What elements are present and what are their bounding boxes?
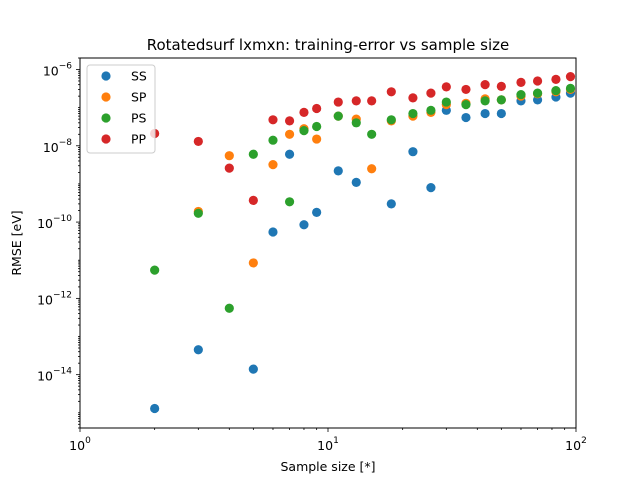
point-ss-9 (386, 199, 396, 209)
point-ss-15 (496, 108, 506, 119)
point-pp-18 (516, 77, 526, 87)
point-ss-14 (480, 108, 490, 119)
legend-marker-ss (101, 71, 111, 81)
y-tick-label-3: 10−8 (43, 138, 72, 155)
point-pp-12 (408, 93, 418, 103)
legend-marker-pp (101, 134, 111, 144)
point-ps-14 (441, 97, 451, 107)
series-sp (193, 84, 576, 268)
x-axis-label: Sample size [*] (280, 459, 375, 474)
chart-title: Rotatedsurf lxmxn: training-error vs sam… (147, 36, 509, 54)
legend-marker-sp (101, 92, 111, 102)
point-pp-4 (268, 115, 278, 125)
point-ss-3 (268, 227, 278, 237)
point-ss-11 (426, 183, 436, 193)
point-ps-10 (367, 129, 377, 139)
point-ps-12 (408, 108, 418, 119)
point-ps-8 (333, 111, 343, 121)
point-pp-11 (386, 87, 396, 97)
y-axis-ticks: 10−14 10−12 10−10 10−8 10−6 (37, 57, 80, 429)
point-ss-10 (408, 147, 418, 157)
point-ss-4 (284, 149, 295, 159)
point-ps-9 (351, 118, 361, 128)
point-pp-3 (248, 195, 258, 205)
legend-box (86, 64, 156, 154)
point-ps-1 (193, 208, 203, 218)
y-tick-label-1: 10−12 (37, 290, 72, 307)
x-tick-label-0: 100 (69, 436, 91, 453)
legend: SS SP PS PP (86, 64, 156, 154)
point-ss-7 (333, 166, 343, 176)
point-ps-4 (268, 135, 278, 145)
point-ps-18 (516, 89, 526, 100)
point-pp-6 (299, 107, 309, 117)
legend-label-ps: PS (131, 111, 147, 126)
point-sp-3 (268, 160, 278, 170)
y-tick-label-2: 10−10 (37, 214, 72, 231)
point-ss-8 (351, 177, 361, 187)
point-pp-5 (284, 116, 295, 126)
point-sp-4 (284, 129, 295, 139)
point-pp-20 (551, 74, 561, 84)
point-ps-21 (565, 83, 576, 93)
point-pp-1 (193, 136, 203, 147)
point-ss-13 (461, 112, 471, 123)
point-ss-2 (248, 364, 258, 374)
point-ss-1 (193, 345, 203, 355)
point-pp-15 (461, 84, 471, 95)
point-pp-16 (480, 80, 490, 90)
point-ss-5 (299, 220, 309, 230)
point-ps-16 (480, 96, 490, 106)
point-pp-19 (532, 76, 543, 86)
legend-label-sp: SP (131, 90, 147, 105)
point-ps-15 (461, 100, 471, 110)
point-pp-9 (351, 96, 361, 106)
legend-label-pp: PP (131, 132, 147, 147)
data-points (150, 72, 576, 414)
legend-label-ss: SS (131, 69, 147, 84)
point-ps-5 (284, 197, 295, 207)
series-ps (150, 83, 576, 313)
point-pp-10 (367, 96, 377, 106)
point-pp-7 (312, 103, 322, 114)
point-pp-8 (333, 97, 343, 107)
point-ps-0 (150, 265, 160, 275)
point-ss-0 (150, 403, 160, 414)
point-ss-6 (312, 207, 322, 217)
point-ps-19 (532, 88, 543, 98)
point-ps-11 (386, 115, 396, 125)
point-pp-2 (224, 163, 234, 173)
y-tick-label-4: 10−6 (43, 61, 72, 78)
series-ss (150, 88, 576, 414)
point-sp-9 (367, 164, 377, 174)
point-ps-3 (248, 149, 258, 159)
point-ps-2 (224, 303, 234, 313)
legend-marker-ps (101, 113, 111, 123)
point-pp-13 (426, 88, 436, 98)
point-ps-20 (551, 85, 561, 96)
point-sp-1 (224, 151, 234, 161)
x-tick-label-2: 102 (565, 436, 587, 453)
point-pp-17 (496, 81, 506, 92)
x-axis-ticks: 100 101 102 (69, 428, 587, 453)
x-tick-label-1: 101 (317, 436, 339, 453)
point-ps-6 (299, 126, 309, 136)
series-pp (150, 72, 576, 205)
point-pp-21 (565, 72, 576, 82)
y-tick-label-0: 10−14 (37, 367, 72, 384)
point-pp-14 (441, 82, 451, 92)
point-sp-6 (312, 134, 322, 144)
point-ps-17 (496, 95, 506, 105)
point-sp-2 (248, 258, 258, 268)
point-ps-7 (312, 121, 322, 132)
point-ps-13 (426, 105, 436, 115)
y-axis-label: RMSE [eV] (9, 210, 24, 275)
